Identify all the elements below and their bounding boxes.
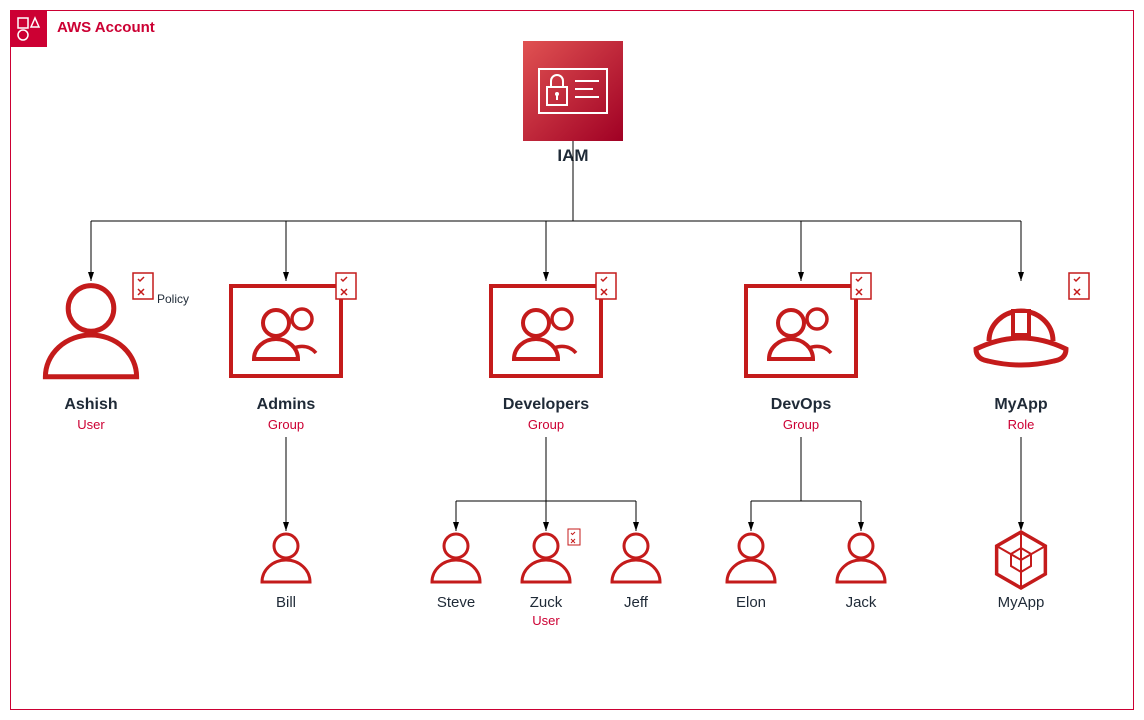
child-label-jack: Jack	[846, 594, 877, 611]
admins-policy-icon	[336, 273, 356, 299]
child-zuck-policy-icon	[568, 529, 580, 545]
child-label-jeff: Jeff	[624, 594, 649, 611]
policy-label: Policy	[157, 292, 189, 306]
iam-diagram: IAMPolicyAshishUserAdminsGroupBillDevelo…	[11, 11, 1135, 711]
ashish-policy-icon	[133, 273, 153, 299]
child-label-steve: Steve	[437, 594, 475, 611]
myapp-type: Role	[1008, 417, 1035, 432]
child-myapp	[997, 532, 1046, 588]
child-bill	[262, 534, 310, 582]
child-zuck	[522, 534, 570, 582]
devops-node	[746, 286, 856, 376]
child-jack	[837, 534, 885, 582]
child-sublabel-zuck: User	[532, 613, 560, 628]
aws-account-container: AWS Account IAMPolicyAshishUserAdminsGro…	[10, 10, 1134, 710]
child-label-myapp: MyApp	[998, 594, 1045, 611]
developers-policy-icon	[596, 273, 616, 299]
admins-type: Group	[268, 417, 304, 432]
developers-name: Developers	[503, 396, 589, 413]
child-steve	[432, 534, 480, 582]
child-label-elon: Elon	[736, 594, 766, 611]
child-label-bill: Bill	[276, 594, 296, 611]
child-label-zuck: Zuck	[530, 594, 563, 611]
myapp-name: MyApp	[994, 396, 1048, 413]
developers-node	[491, 286, 601, 376]
iam-service-icon	[523, 41, 623, 141]
myapp-policy-icon	[1069, 273, 1089, 299]
developers-type: Group	[528, 417, 564, 432]
ashish-node	[45, 286, 136, 377]
devops-name: DevOps	[771, 396, 832, 413]
child-jeff	[612, 534, 660, 582]
child-elon	[727, 534, 775, 582]
myapp-node	[976, 311, 1066, 365]
ashish-name: Ashish	[64, 396, 117, 413]
admins-node	[231, 286, 341, 376]
devops-type: Group	[783, 417, 819, 432]
admins-name: Admins	[257, 396, 316, 413]
ashish-type: User	[77, 417, 105, 432]
devops-policy-icon	[851, 273, 871, 299]
